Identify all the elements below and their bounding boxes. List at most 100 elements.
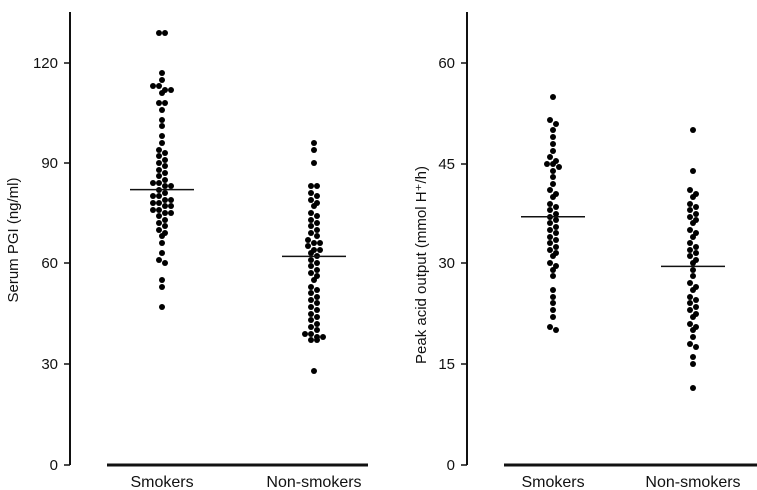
data-point: [159, 250, 165, 256]
data-point: [317, 240, 323, 246]
data-point: [156, 200, 162, 206]
data-point: [320, 334, 326, 340]
data-point: [159, 240, 165, 246]
data-point: [693, 211, 699, 217]
data-point: [550, 181, 556, 187]
data-point: [314, 327, 320, 333]
data-point: [550, 267, 556, 273]
data-point: [308, 197, 314, 203]
data-point: [162, 203, 168, 209]
data-point: [162, 210, 168, 216]
data-point: [314, 307, 320, 313]
y-tick-label: 0: [447, 457, 455, 474]
y-tick-label: 45: [438, 156, 455, 173]
data-point: [311, 160, 317, 166]
data-point: [308, 217, 314, 223]
data-point: [168, 203, 174, 209]
data-point: [162, 30, 168, 36]
data-point: [311, 240, 317, 246]
data-point: [159, 140, 165, 146]
data-point: [159, 304, 165, 310]
data-point: [550, 141, 556, 147]
data-point: [308, 263, 314, 269]
data-point: [156, 257, 162, 263]
data-point: [687, 294, 693, 300]
data-point: [550, 287, 556, 293]
data-point: [550, 307, 556, 313]
data-point: [690, 273, 696, 279]
data-point: [690, 220, 696, 226]
data-point: [168, 210, 174, 216]
data-point: [314, 294, 320, 300]
data-point: [550, 161, 556, 167]
data-point: [550, 314, 556, 320]
data-point: [547, 227, 553, 233]
data-point: [544, 161, 550, 167]
data-point: [159, 77, 165, 83]
data-point: [553, 244, 559, 250]
data-point: [317, 247, 323, 253]
data-point: [308, 324, 314, 330]
data-point: [308, 183, 314, 189]
data-point: [693, 250, 699, 256]
data-point: [690, 234, 696, 240]
data-point: [156, 173, 162, 179]
data-point: [305, 243, 311, 249]
data-point: [693, 344, 699, 350]
data-point: [556, 164, 562, 170]
data-point: [550, 194, 556, 200]
data-point: [314, 260, 320, 266]
data-point: [308, 317, 314, 323]
data-point: [156, 227, 162, 233]
data-point: [308, 311, 314, 317]
data-point: [308, 257, 314, 263]
data-point: [550, 148, 556, 154]
data-point: [150, 200, 156, 206]
data-point: [308, 270, 314, 276]
data-point: [168, 197, 174, 203]
data-point: [311, 140, 317, 146]
data-point: [305, 237, 311, 243]
data-point: [314, 193, 320, 199]
data-point: [308, 304, 314, 310]
y-tick-label: 90: [41, 155, 58, 172]
data-point: [162, 163, 168, 169]
data-point: [314, 314, 320, 320]
data-point: [687, 240, 693, 246]
data-point: [553, 327, 559, 333]
data-point: [690, 260, 696, 266]
data-point: [693, 244, 699, 250]
data-point: [162, 177, 168, 183]
data-point: [159, 133, 165, 139]
data-point: [693, 297, 699, 303]
data-point: [687, 253, 693, 259]
data-point: [314, 300, 320, 306]
data-point: [553, 230, 559, 236]
data-point: [159, 284, 165, 290]
data-point: [168, 87, 174, 93]
data-point: [553, 237, 559, 243]
data-point: [693, 204, 699, 210]
data-point: [159, 117, 165, 123]
data-point: [687, 207, 693, 213]
data-point: [162, 170, 168, 176]
data-point: [314, 267, 320, 273]
data-point: [308, 230, 314, 236]
data-point: [547, 207, 553, 213]
data-point: [687, 247, 693, 253]
data-point: [690, 267, 696, 273]
data-point: [162, 150, 168, 156]
data-point: [690, 314, 696, 320]
data-point: [687, 201, 693, 207]
data-point: [547, 260, 553, 266]
data-point: [550, 174, 556, 180]
data-point: [687, 321, 693, 327]
data-point: [553, 121, 559, 127]
y-tick-label: 30: [438, 255, 455, 272]
data-point: [314, 220, 320, 226]
data-point: [550, 134, 556, 140]
y-axis-title: Serum PGI (ng/ml): [5, 177, 22, 302]
data-point: [550, 127, 556, 133]
data-point: [156, 100, 162, 106]
